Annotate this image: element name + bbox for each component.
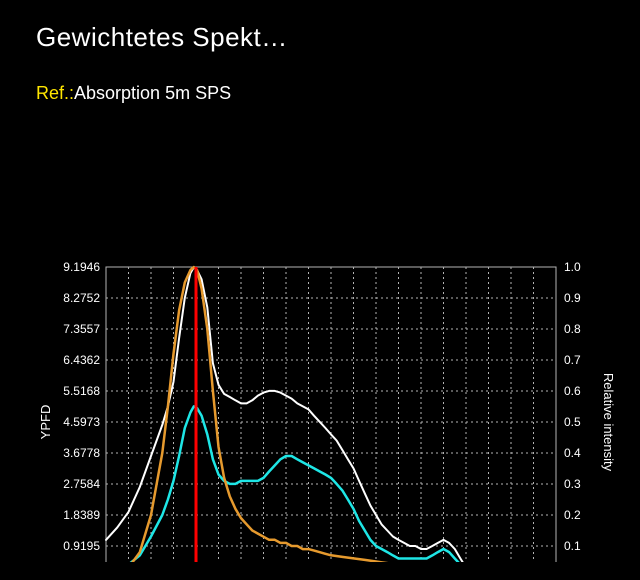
svg-text:3.6778: 3.6778 bbox=[63, 446, 100, 460]
svg-text:5.5168: 5.5168 bbox=[63, 384, 100, 398]
svg-text:0.3: 0.3 bbox=[564, 477, 581, 491]
svg-text:6.4362: 6.4362 bbox=[63, 353, 100, 367]
svg-text:0.8: 0.8 bbox=[564, 322, 581, 336]
reference-label: Ref.: bbox=[36, 83, 74, 103]
svg-text:9.1946: 9.1946 bbox=[63, 260, 100, 274]
svg-text:0.9195: 0.9195 bbox=[63, 539, 100, 553]
svg-text:0.4: 0.4 bbox=[564, 446, 581, 460]
svg-text:Relative intensity: Relative intensity bbox=[601, 373, 616, 472]
svg-text:0.2: 0.2 bbox=[564, 508, 581, 522]
page-title: Gewichtetes Spekt… bbox=[36, 22, 640, 53]
svg-text:0.7: 0.7 bbox=[564, 353, 581, 367]
reference-line: Ref.:Absorption 5m SPS bbox=[36, 83, 640, 104]
svg-text:4.5973: 4.5973 bbox=[63, 415, 100, 429]
svg-text:0.6: 0.6 bbox=[564, 384, 581, 398]
svg-text:0.1: 0.1 bbox=[564, 539, 581, 553]
svg-text:8.2752: 8.2752 bbox=[63, 291, 100, 305]
svg-text:YPFD: YPFD bbox=[38, 405, 53, 440]
svg-text:0.9: 0.9 bbox=[564, 291, 581, 305]
svg-text:1.8389: 1.8389 bbox=[63, 508, 100, 522]
reference-value: Absorption 5m SPS bbox=[74, 83, 231, 103]
spectrum-chart: 3804204605005405806206607007407800.00000… bbox=[0, 122, 640, 562]
svg-text:2.7584: 2.7584 bbox=[63, 477, 100, 491]
svg-text:7.3557: 7.3557 bbox=[63, 322, 100, 336]
svg-text:0.5: 0.5 bbox=[564, 415, 581, 429]
svg-text:1.0: 1.0 bbox=[564, 260, 581, 274]
